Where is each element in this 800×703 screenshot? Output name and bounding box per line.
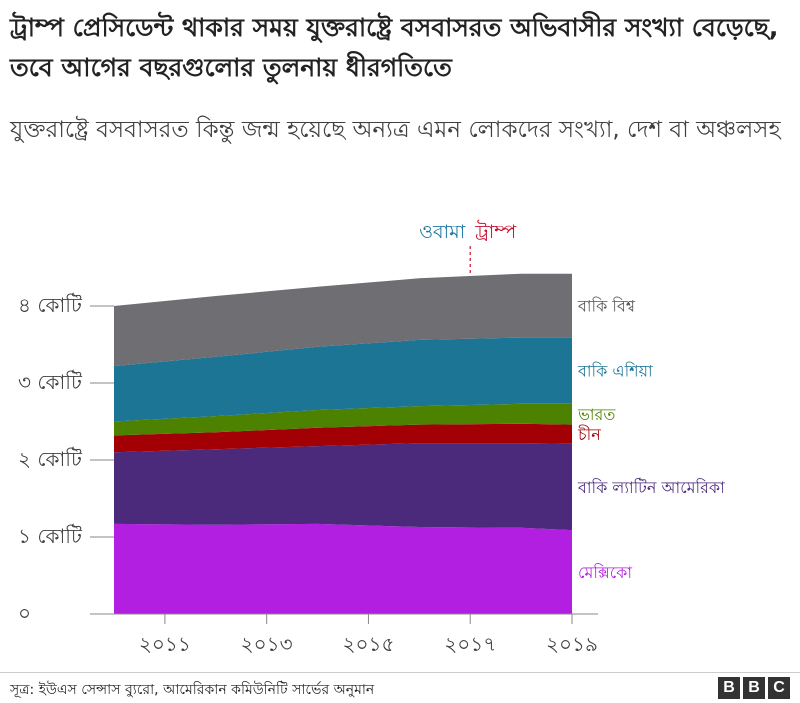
y-tick-label: ২ কোটি	[18, 447, 83, 471]
obama-label: ওবামা	[419, 221, 466, 243]
area-series-1	[114, 443, 572, 531]
logo-letter-b2: B	[743, 677, 765, 699]
area-series-0	[114, 523, 572, 614]
series-labels: মেক্সিকো বাকি ল্যাটিন আমেরিকা চীনভারত বাকি …	[577, 297, 725, 582]
x-tick-label: ২০১৯	[546, 632, 598, 656]
term-annotation: ওবামা ট্রাম্প	[419, 220, 517, 276]
bbc-logo: B B C	[718, 677, 790, 699]
area-series-4	[114, 337, 572, 422]
area-series-2	[114, 423, 572, 453]
source-note: সূত্র: ইউএস সেন্সাস ব্যুরো, আমেরিকান কমি…	[10, 682, 375, 698]
logo-letter-c: C	[768, 677, 790, 699]
chart-title: ট্রাম্প প্রেসিডেন্ট থাকার সময় যুক্তরাষ্…	[10, 13, 779, 82]
footer-divider	[0, 672, 800, 673]
x-tick-label: ২০১৩	[241, 632, 293, 656]
series-label: বাকি বিশ্ব	[577, 297, 636, 316]
series-label: মেক্সিকো	[578, 563, 632, 582]
y-tick-label: ১ কোটি	[18, 524, 83, 548]
series-label: চীন	[577, 425, 601, 444]
x-tick-label: ২০১১	[139, 632, 191, 656]
x-tick-label: ২০১৫	[342, 632, 394, 656]
series-label: ভারত	[577, 405, 616, 424]
x-tick-label: ২০১৭	[444, 632, 496, 656]
y-tick-label: ৪ কোটি	[18, 293, 83, 317]
trump-label: ট্রাম্প	[474, 220, 517, 243]
area-series-3	[114, 403, 572, 436]
stacked-area-chart: ০ ১ কোটি ২ কোটি ৩ কোটি ৪ কোটি ২০১১ ২০১৩ ২০১৫ ২০১…	[18, 220, 725, 656]
y-tick-label: ০	[18, 601, 31, 625]
series-label: বাকি ল্যাটিন আমেরিকা	[577, 478, 725, 497]
area-layers	[114, 273, 572, 614]
chart-subtitle: যুক্তরাষ্ট্রে বসবাসরত কিন্তু জন্ম হয়েছে…	[10, 117, 781, 143]
axes: ০ ১ কোটি ২ কোটি ৩ কোটি ৪ কোটি ২০১১ ২০১৩ ২০১৫ ২০১…	[18, 293, 598, 656]
area-series-5	[114, 273, 572, 367]
logo-letter-b1: B	[718, 677, 740, 699]
series-label: বাকি এশিয়া	[577, 362, 653, 381]
y-tick-label: ৩ কোটি	[18, 370, 83, 394]
